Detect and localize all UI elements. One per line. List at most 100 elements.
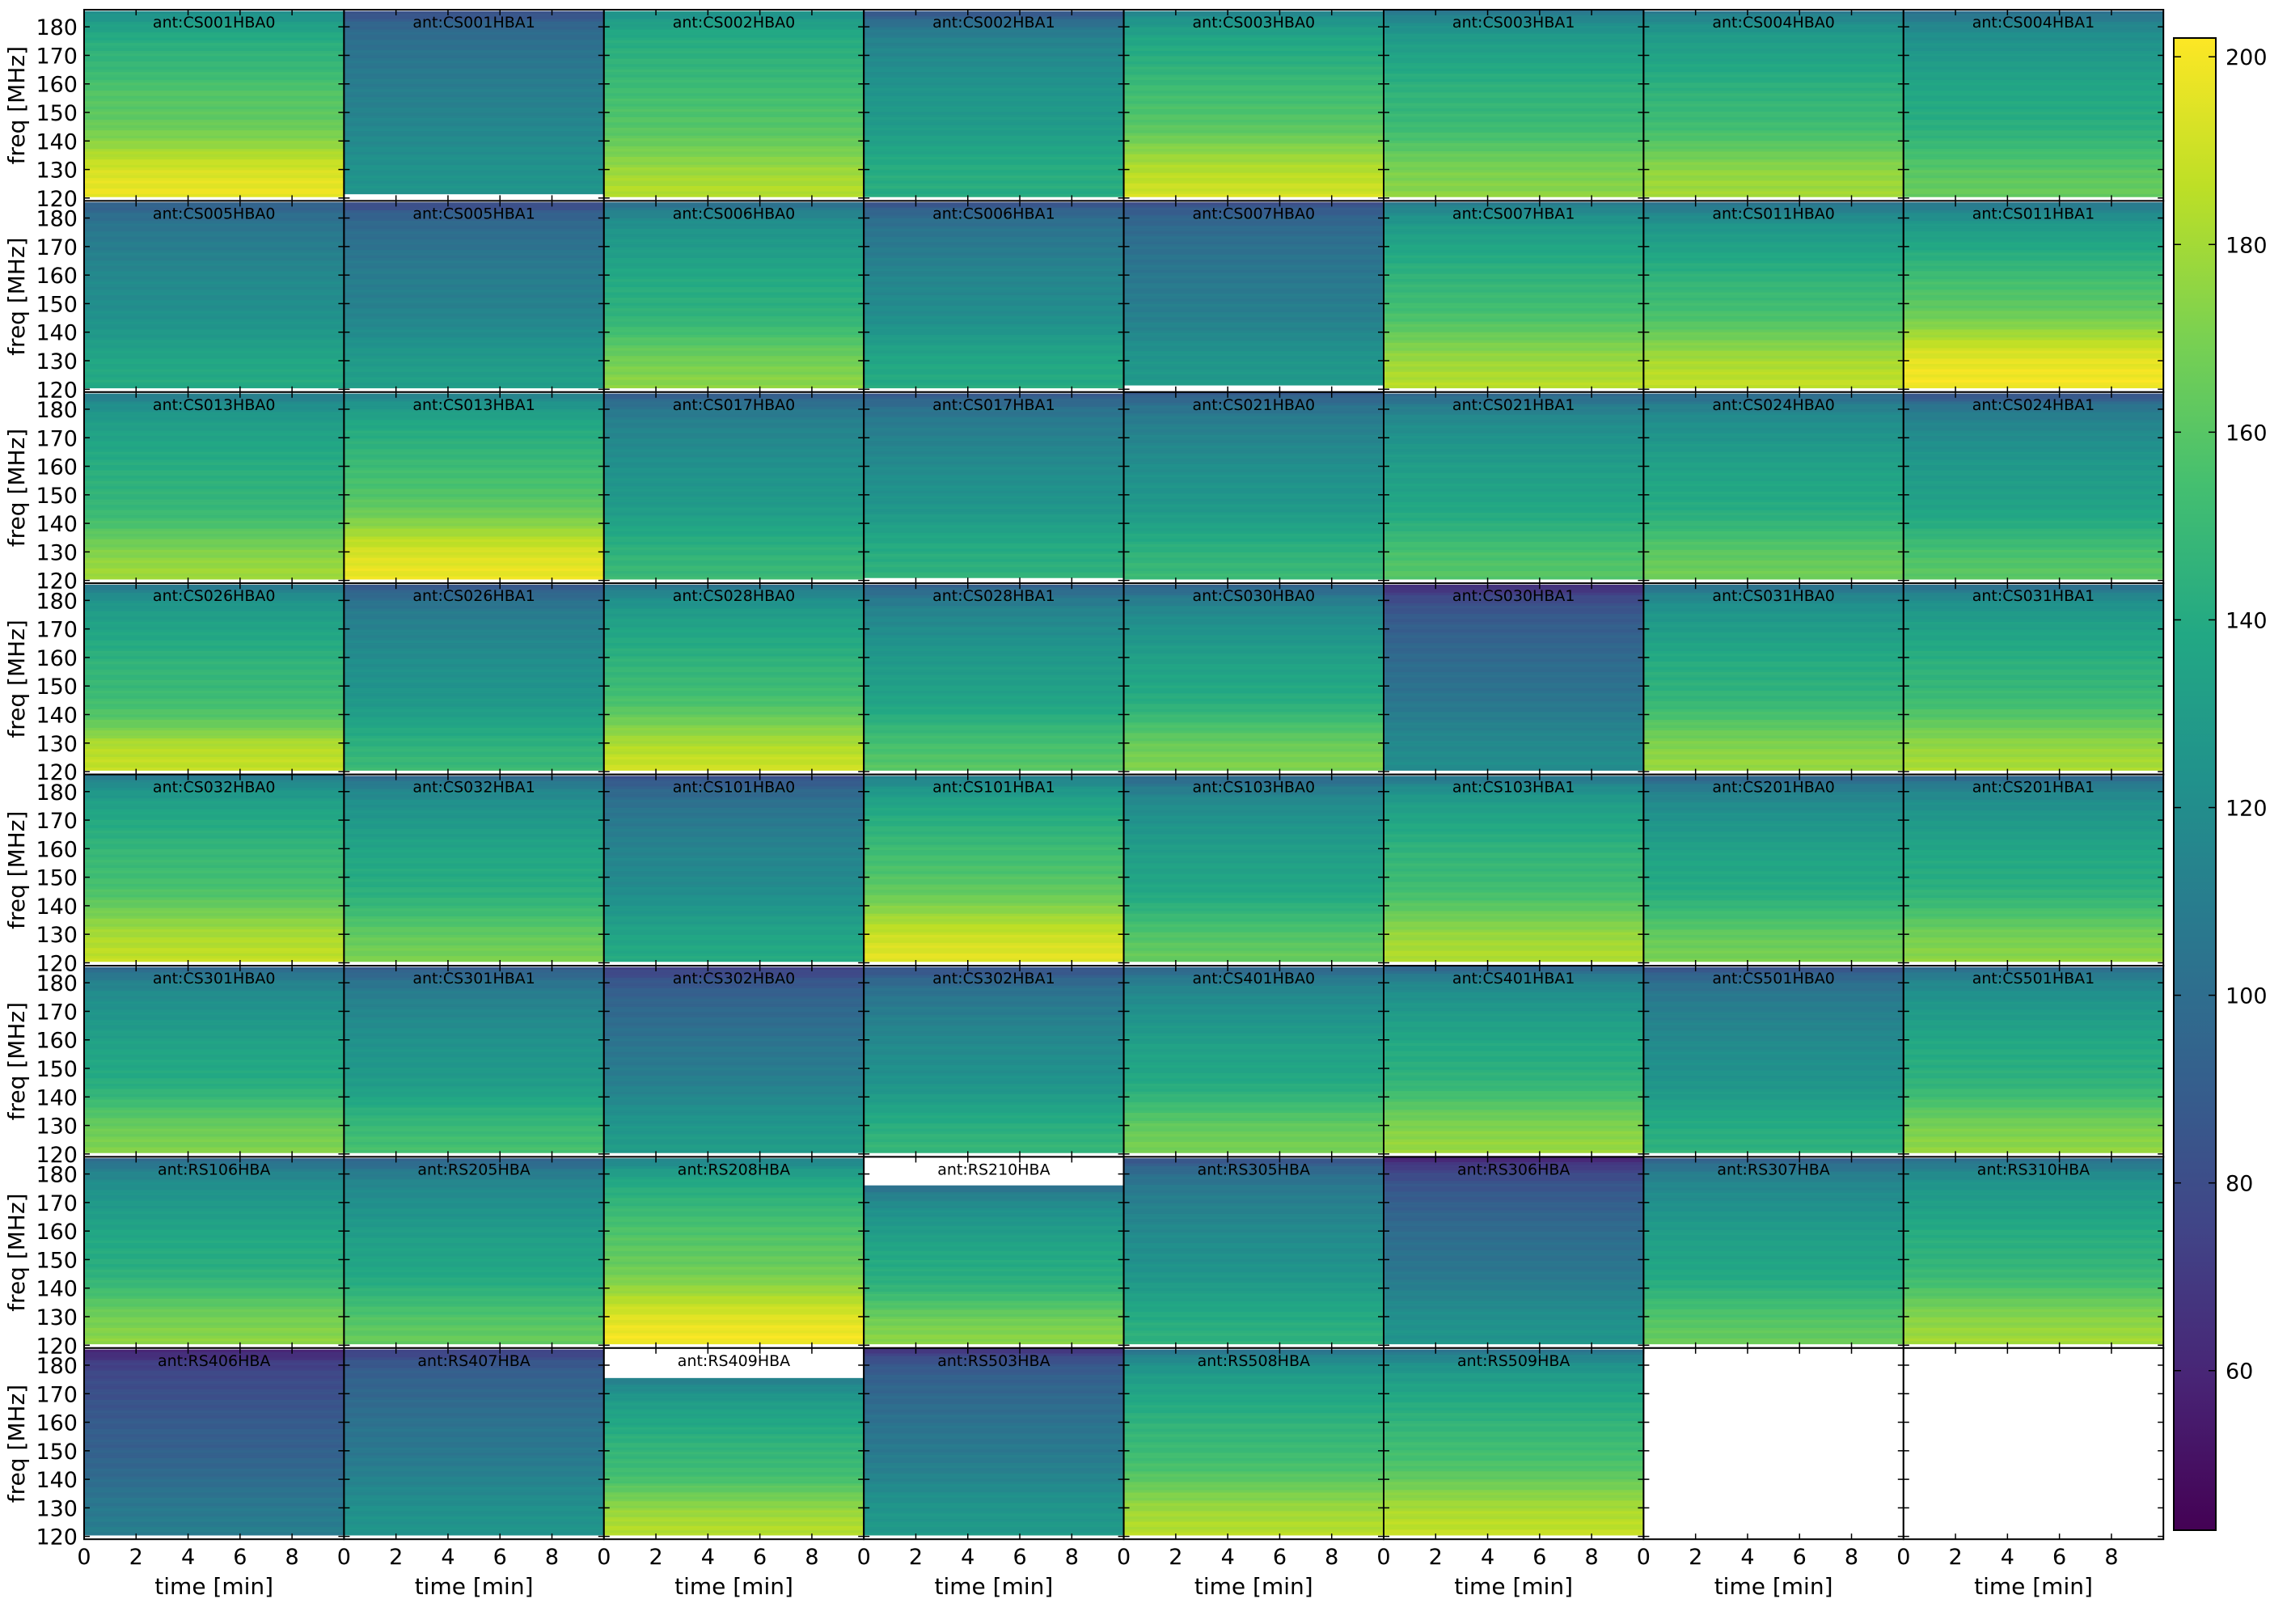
heatmap-cell [603,494,864,497]
heatmap [1123,776,1384,962]
heatmap-cell [1384,1096,1644,1100]
heatmap-cell [84,382,345,386]
heatmap-cell [603,1033,864,1037]
heatmap-cell [84,327,345,331]
heatmap-cell [1903,685,2164,689]
heatmap-cell [1643,29,1904,33]
heatmap-cell [344,985,604,989]
heatmap-cell [603,768,864,771]
heatmap-cell [864,1070,1124,1074]
heatmap [1903,584,2164,771]
heatmap-cell [1903,48,2164,52]
panel-ticks [1122,391,1384,584]
heatmap-cell [603,329,864,333]
heatmap-cell [344,180,604,184]
heatmap-cell [864,898,1124,901]
heatmap-cell [84,271,345,275]
heatmap-cell [84,356,345,360]
heatmap-cell [84,788,345,792]
heatmap-cell [1643,16,1904,20]
heatmap-cell [1123,490,1384,494]
heatmap-cell [84,319,345,323]
heatmap [603,393,864,580]
heatmap-cell [603,666,864,670]
heatmap-cell [1384,950,1644,954]
heatmap-cell [1643,149,1904,153]
heatmap-cell [864,79,1124,83]
heatmap-cell [1123,434,1384,438]
heatmap-cell [1903,66,2164,70]
heatmap-cell [344,131,604,134]
heatmap-cell [864,1054,1124,1058]
heatmap-cell [1123,738,1384,742]
heatmap-cell [1123,869,1384,872]
heatmap-cell [84,603,345,607]
heatmap-cell [864,404,1124,408]
heatmap-cell [1643,828,1904,832]
heatmap-cell [84,782,345,786]
heatmap-cell [1384,621,1644,625]
heatmap-cell [1123,307,1384,311]
heatmap-cell [344,924,604,928]
heatmap-cell [603,571,864,574]
panel-label: ant:CS201HBA0 [1712,779,1835,797]
heatmap-cell [1123,273,1384,277]
heatmap-cell [1643,1043,1904,1047]
heatmap-cell [1903,861,2164,865]
panel-ticks [1642,10,1904,201]
heatmap-cell [344,714,604,718]
heatmap-cell [84,542,345,545]
heatmap-cell [864,873,1124,878]
heatmap-cell [864,305,1124,309]
heatmap-cell [1643,1054,1904,1058]
heatmap-cell [344,759,604,763]
heatmap-cell [1123,1070,1384,1074]
heatmap-cell [1123,77,1384,81]
heatmap-cell [344,778,604,782]
heatmap-cell [1643,175,1904,179]
heatmap-cell [864,188,1124,192]
panel: ant:CS021HBA1 [1383,391,1645,585]
heatmap-cell [603,576,864,580]
heatmap-cell [864,1149,1124,1153]
heatmap-cell [1903,855,2164,859]
heatmap-cell [1903,265,2164,269]
heatmap-cell [1384,486,1644,490]
heatmap-cell [1123,343,1384,347]
heatmap-cell [84,236,345,240]
heatmap-cell [1643,555,1904,559]
heatmap-cell [344,911,604,915]
heatmap-cell [603,903,864,907]
heatmap-cell [344,459,604,463]
heatmap-cell [603,900,864,904]
heatmap-cell [344,478,604,482]
heatmap-cell [1384,687,1644,691]
heatmap [864,776,1124,962]
heatmap-cell [864,712,1124,716]
heatmap-cell [1903,467,2164,472]
heatmap-cell [603,733,864,737]
heatmap-cell [1384,28,1644,32]
heatmap-cell [1903,531,2164,535]
heatmap-cell [344,97,604,101]
heatmap-cell [1123,786,1384,790]
panel-label: ant:CS011HBA1 [1972,205,2095,222]
heatmap-cell [344,1224,604,1228]
heatmap-cell [1123,953,1384,957]
panel: ant:CS005HBA1 [343,200,605,393]
heatmap-cell [1643,1107,1904,1111]
heatmap-cell [344,738,604,742]
heatmap-cell [84,801,345,805]
heatmap-cell [1643,66,1904,70]
heatmap-cell [603,786,864,790]
heatmap-cell [864,691,1124,694]
heatmap-cell [1643,215,1904,219]
heatmap-cell [1903,1149,2164,1153]
heatmap-cell [84,708,345,713]
heatmap-cell [1123,87,1384,91]
heatmap-cell [84,1235,345,1239]
heatmap-cell [84,950,345,954]
heatmap-cell [84,435,345,439]
panel: ant:CS007HBA0 [1122,200,1384,393]
heatmap-cell [1903,890,2164,894]
